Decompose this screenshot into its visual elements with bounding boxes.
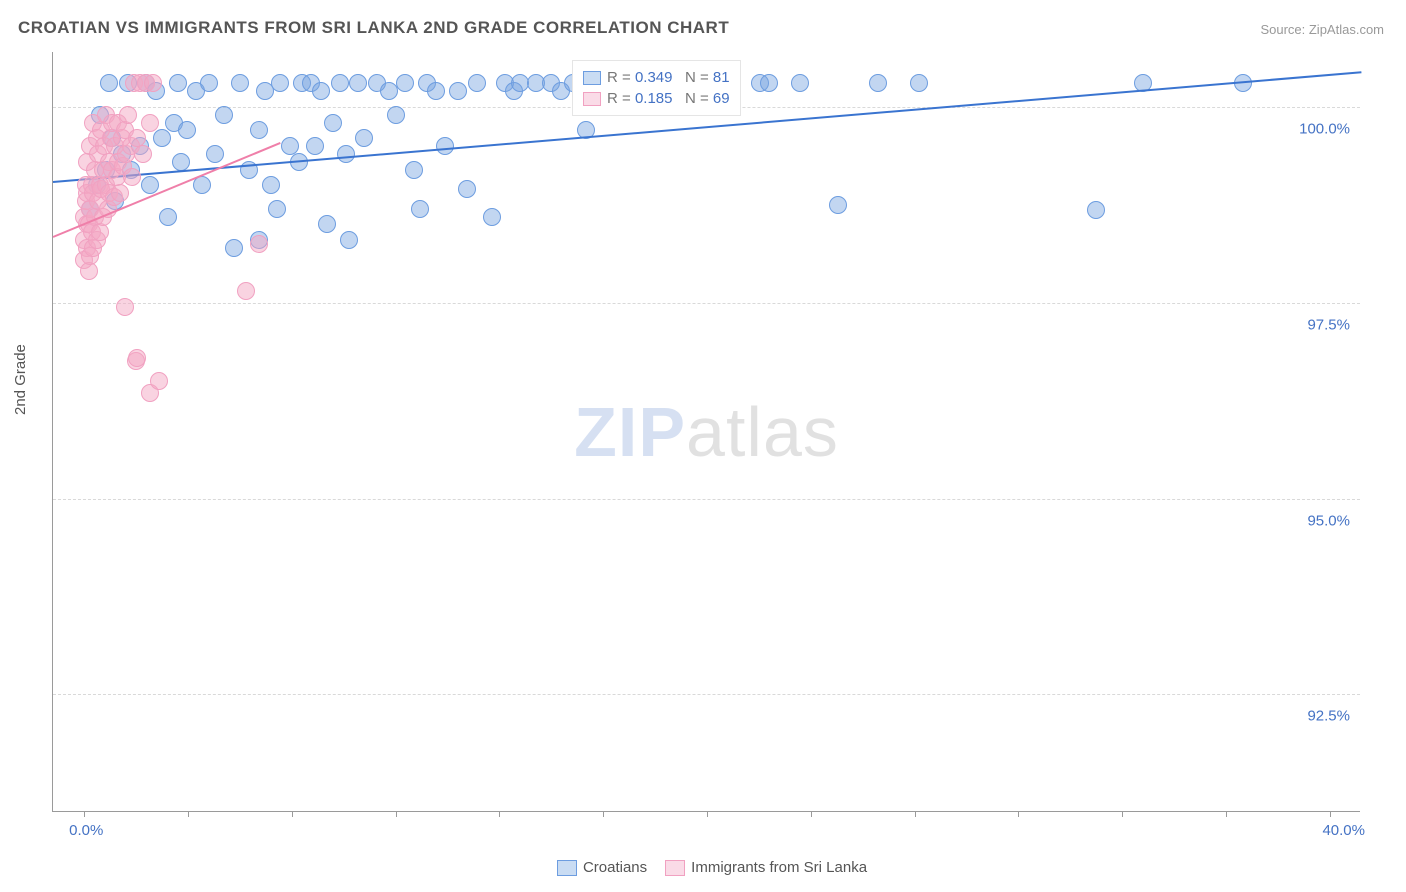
x-tick (1122, 811, 1123, 817)
y-tick-label: 100.0% (1299, 120, 1350, 137)
data-point (250, 235, 268, 253)
data-point (318, 215, 336, 233)
legend-label: Croatians (583, 859, 647, 876)
data-point (271, 74, 289, 92)
chart-title: CROATIAN VS IMMIGRANTS FROM SRI LANKA 2N… (18, 18, 729, 38)
data-point (405, 161, 423, 179)
watermark: ZIPatlas (574, 392, 839, 472)
bottom-legend: Croatians Immigrants from Sri Lanka (0, 859, 1406, 876)
x-tick (603, 811, 604, 817)
data-point (237, 282, 255, 300)
data-point (331, 74, 349, 92)
x-tick (188, 811, 189, 817)
data-point (80, 262, 98, 280)
x-tick (292, 811, 293, 817)
data-point (231, 74, 249, 92)
data-point (141, 176, 159, 194)
data-point (169, 74, 187, 92)
data-point (869, 74, 887, 92)
y-tick-label: 95.0% (1307, 512, 1350, 529)
data-point (225, 239, 243, 257)
data-point (436, 137, 454, 155)
legend-row: R = 0.185 N = 69 (583, 88, 730, 109)
data-point (306, 137, 324, 155)
data-point (206, 145, 224, 163)
x-tick (1330, 811, 1331, 817)
data-point (193, 176, 211, 194)
data-point (111, 184, 129, 202)
data-point (119, 106, 137, 124)
data-point (128, 349, 146, 367)
data-point (123, 168, 141, 186)
data-point (159, 208, 177, 226)
legend-row: R = 0.349 N = 81 (583, 67, 730, 88)
y-gridline (53, 499, 1360, 500)
data-point (427, 82, 445, 100)
data-point (829, 196, 847, 214)
source-label: Source: ZipAtlas.com (1260, 22, 1384, 37)
data-point (349, 74, 367, 92)
data-point (91, 223, 109, 241)
data-point (262, 176, 280, 194)
x-tick (915, 811, 916, 817)
data-point (910, 74, 928, 92)
x-tick (1018, 811, 1019, 817)
x-tick (396, 811, 397, 817)
legend-swatch (557, 860, 577, 876)
plot-area: ZIPatlas 100.0%97.5%95.0%92.5%0.0%40.0% (52, 52, 1360, 812)
x-min-label: 0.0% (69, 822, 103, 839)
data-point (178, 121, 196, 139)
y-tick-label: 92.5% (1307, 708, 1350, 725)
data-point (340, 231, 358, 249)
data-point (116, 298, 134, 316)
legend-label: Immigrants from Sri Lanka (691, 859, 867, 876)
data-point (1087, 201, 1105, 219)
data-point (141, 114, 159, 132)
data-point (134, 145, 152, 163)
y-gridline (53, 694, 1360, 695)
stats-legend: R = 0.349 N = 81R = 0.185 N = 69 (572, 60, 741, 116)
data-point (396, 74, 414, 92)
watermark-atlas: atlas (686, 393, 839, 471)
data-point (468, 74, 486, 92)
data-point (144, 74, 162, 92)
data-point (100, 74, 118, 92)
data-point (215, 106, 233, 124)
data-point (791, 74, 809, 92)
data-point (411, 200, 429, 218)
x-tick (707, 811, 708, 817)
data-point (150, 372, 168, 390)
x-tick (811, 811, 812, 817)
data-point (324, 114, 342, 132)
y-axis-label: 2nd Grade (12, 344, 29, 415)
y-gridline (53, 303, 1360, 304)
legend-swatch (665, 860, 685, 876)
data-point (760, 74, 778, 92)
x-max-label: 40.0% (1322, 822, 1365, 839)
data-point (172, 153, 190, 171)
data-point (200, 74, 218, 92)
data-point (458, 180, 476, 198)
data-point (250, 121, 268, 139)
data-point (337, 145, 355, 163)
data-point (312, 82, 330, 100)
data-point (355, 129, 373, 147)
y-tick-label: 97.5% (1307, 316, 1350, 333)
x-tick (1226, 811, 1227, 817)
x-tick (499, 811, 500, 817)
data-point (153, 129, 171, 147)
data-point (483, 208, 501, 226)
data-point (268, 200, 286, 218)
data-point (387, 106, 405, 124)
watermark-zip: ZIP (574, 393, 686, 471)
data-point (449, 82, 467, 100)
x-tick (84, 811, 85, 817)
